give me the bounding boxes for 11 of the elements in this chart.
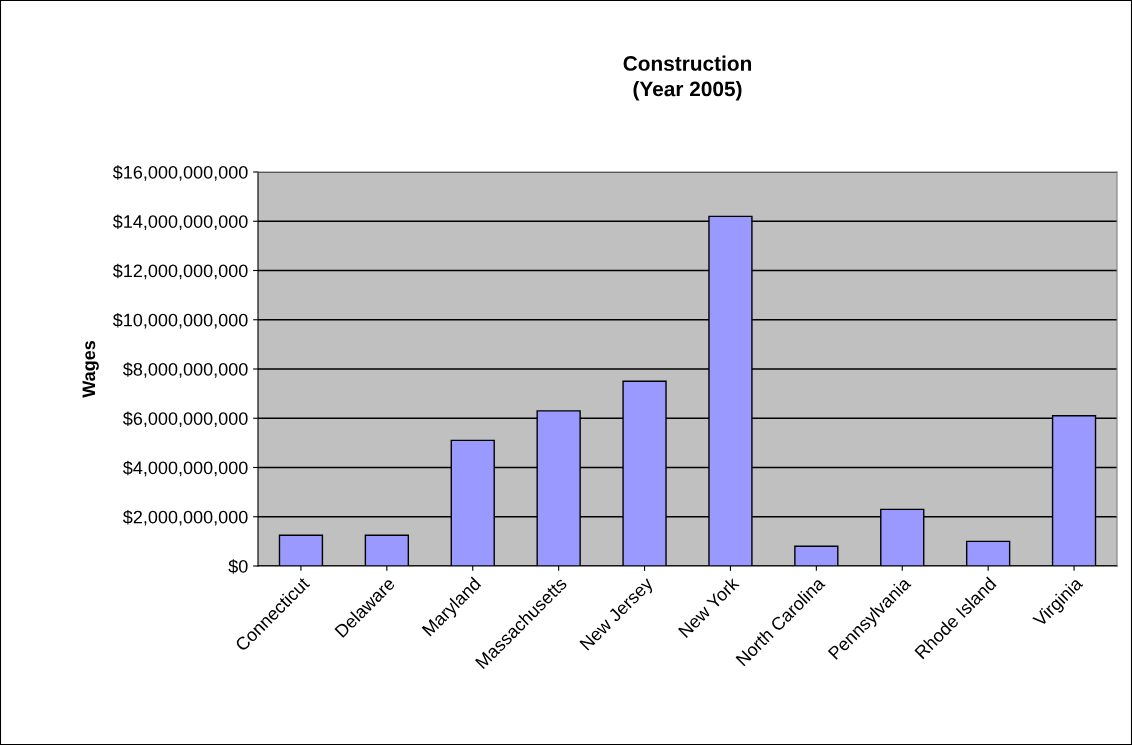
chart-title: Construction (Year 2005): [623, 55, 752, 101]
y-tick-label: $10,000,000,000: [112, 312, 248, 329]
y-tick-label: $12,000,000,000: [112, 263, 248, 280]
y-axis-title: Wages: [82, 340, 99, 398]
y-tick-label: $14,000,000,000: [112, 214, 248, 231]
y-tick-label: $0: [228, 559, 248, 574]
y-tick-label: $16,000,000,000: [112, 165, 248, 181]
y-tick-label: $6,000,000,000: [122, 411, 248, 428]
y-tick-label: $4,000,000,000: [122, 460, 248, 477]
y-tick-label: $8,000,000,000: [122, 362, 248, 378]
y-tick-label: $2,000,000,000: [122, 509, 248, 526]
